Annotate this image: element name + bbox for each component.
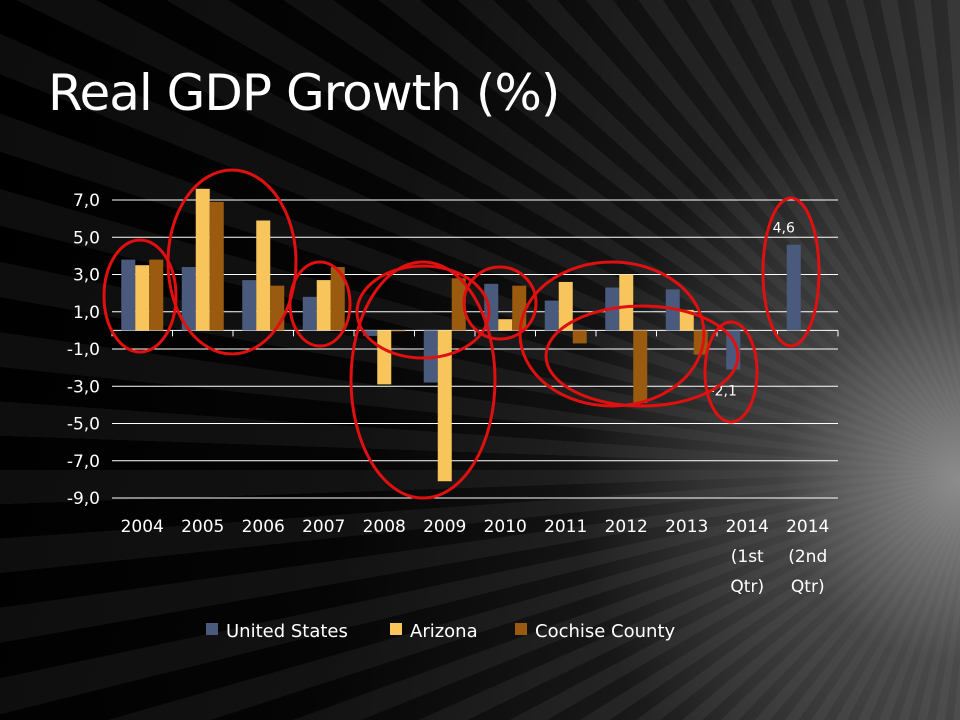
- bar-arizona-3: [316, 280, 331, 331]
- x-tick-label: 2009: [423, 517, 466, 537]
- bar-arizona-6: [498, 319, 513, 331]
- bar-arizona-9: [679, 309, 694, 331]
- legend-swatch: [206, 623, 218, 635]
- annotation-circle: [349, 260, 497, 500]
- annotation-circle: [518, 260, 706, 408]
- x-tick-label: 2013: [665, 517, 708, 537]
- bar-united-states-11: [786, 244, 801, 331]
- y-tick-label: 3,0: [73, 266, 100, 286]
- bar-cochise-county-0: [149, 259, 164, 331]
- x-tick-label: 2014 (1st Qtr): [726, 517, 769, 597]
- bar-arizona-8: [619, 274, 634, 331]
- bar-cochise-county-7: [572, 330, 587, 344]
- data-label: -2,1: [710, 383, 737, 399]
- x-tick-label: 2004: [121, 517, 164, 537]
- chart-legend: United States Arizona Cochise County: [206, 621, 676, 642]
- x-tick-label: 2006: [242, 517, 285, 537]
- x-tick-label: 2012: [605, 517, 648, 537]
- annotation-circle: [462, 265, 538, 341]
- x-axis-tick-labels: 2004 2005 2006 2007 2008 2009 2010 2011 2012 2013…: [121, 517, 830, 597]
- annotation-circle: [102, 238, 178, 354]
- annotation-circle: [355, 264, 491, 360]
- legend-label: Cochise County: [535, 621, 676, 642]
- bar-united-states-1: [181, 267, 196, 331]
- y-tick-label: 1,0: [73, 303, 100, 323]
- bar-arizona-4: [377, 330, 392, 385]
- bar-arizona-7: [558, 281, 573, 331]
- annotation-circle: [703, 320, 759, 424]
- annotation-circle: [544, 304, 740, 408]
- bar-arizona-0: [135, 265, 150, 331]
- bar-cochise-county-2: [270, 285, 285, 331]
- legend-label: United States: [226, 621, 348, 642]
- bar-united-states-2: [242, 280, 257, 331]
- data-label: 4,6: [773, 221, 795, 237]
- bar-cochise-county-6: [512, 285, 527, 331]
- legend-label: Arizona: [410, 621, 478, 642]
- y-tick-label: 7,0: [73, 191, 100, 211]
- bar-united-states-0: [121, 259, 136, 331]
- x-tick-label: 2007: [302, 517, 345, 537]
- bar-united-states-4: [363, 330, 378, 336]
- y-tick-label: -3,0: [67, 377, 100, 397]
- x-tick-label: 2010: [484, 517, 527, 537]
- bar-united-states-3: [302, 296, 317, 331]
- annotation-circle: [761, 196, 821, 348]
- bar-cochise-county-3: [330, 267, 345, 331]
- chart-bars: [121, 188, 801, 482]
- legend-swatch: [515, 623, 527, 635]
- bar-cochise-county-1: [209, 201, 224, 331]
- y-tick-label: -7,0: [67, 452, 100, 472]
- bar-cochise-county-5: [451, 278, 466, 331]
- x-tick-label: 2011: [544, 517, 587, 537]
- bar-cochise-county-8: [633, 330, 648, 404]
- y-tick-label: -5,0: [67, 415, 100, 435]
- bar-cochise-county-4: [391, 330, 406, 332]
- x-tick-label: 2008: [363, 517, 406, 537]
- bar-arizona-5: [437, 330, 452, 482]
- y-tick-label: 5,0: [73, 228, 100, 248]
- annotation-circle: [166, 168, 298, 356]
- y-tick-label: -9,0: [67, 489, 100, 509]
- y-axis-tick-labels: 7,0 5,0 3,0 1,0 -1,0 -3,0 -5,0 -7,0 -9,0: [67, 191, 100, 509]
- data-labels: -2,1 4,6: [710, 221, 795, 400]
- bar-arizona-1: [195, 188, 210, 331]
- bar-united-states-7: [544, 300, 559, 331]
- red-circle-annotations: [102, 168, 821, 500]
- slide-title: Real GDP Growth (%): [48, 64, 560, 122]
- x-tick-label: 2014 (2nd Qtr): [786, 517, 829, 597]
- legend-swatch: [390, 623, 402, 635]
- annotation-circle: [288, 260, 352, 348]
- x-tick-label: 2005: [181, 517, 224, 537]
- y-tick-label: -1,0: [67, 340, 100, 360]
- bar-arizona-2: [256, 220, 271, 331]
